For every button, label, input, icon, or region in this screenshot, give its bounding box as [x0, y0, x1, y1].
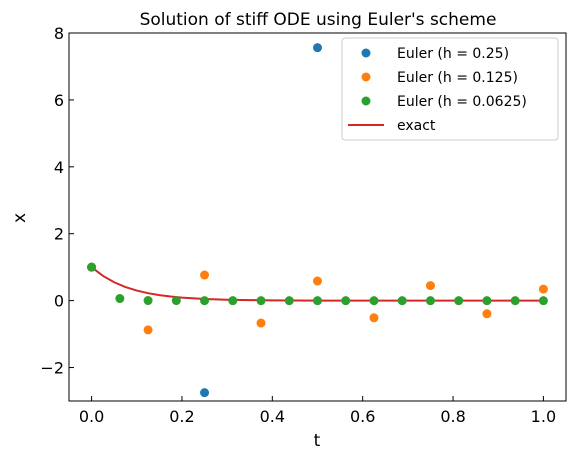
x-tick-label: 1.0	[531, 407, 556, 426]
data-point	[200, 388, 210, 398]
y-tick-label: 0	[54, 292, 64, 311]
data-point	[341, 296, 351, 306]
legend-label: Euler (h = 0.25)	[397, 46, 509, 62]
legend-marker	[361, 96, 371, 106]
data-point	[425, 281, 435, 291]
data-point	[256, 318, 266, 328]
y-axis-label: x	[10, 213, 30, 223]
legend-marker	[361, 48, 371, 58]
chart-title: Solution of stiff ODE using Euler's sche…	[140, 10, 497, 30]
x-tick-label: 0.0	[79, 407, 104, 426]
data-point	[397, 296, 407, 306]
legend-label: exact	[397, 118, 436, 134]
legend-box	[341, 37, 559, 141]
series-euler-h-0-0625	[87, 262, 548, 306]
x-tick-label: 0.8	[440, 407, 465, 426]
data-point	[143, 296, 153, 306]
data-point	[171, 296, 181, 306]
y-tick-label: 8	[54, 24, 64, 43]
data-point	[284, 296, 294, 306]
x-tick-label: 0.6	[350, 407, 375, 426]
x-tick-label: 0.4	[260, 407, 285, 426]
data-point	[200, 270, 210, 280]
data-point	[200, 296, 210, 306]
y-tick-label: 2	[54, 225, 64, 244]
data-point	[256, 296, 266, 306]
data-point	[369, 313, 379, 323]
x-tick-label: 0.2	[169, 407, 194, 426]
y-tick-label: 6	[54, 91, 64, 110]
data-point	[369, 296, 379, 306]
data-point	[510, 296, 520, 306]
data-point	[143, 325, 153, 335]
legend: Euler (h = 0.25) Euler (h = 0.125) Euler (…	[341, 37, 559, 141]
data-point	[313, 43, 322, 53]
y-tick-label: −2	[40, 359, 64, 378]
data-point	[482, 309, 492, 319]
data-point	[482, 296, 492, 306]
data-point	[228, 296, 238, 306]
legend-marker	[361, 72, 371, 82]
legend-label: Euler (h = 0.125)	[397, 70, 518, 86]
data-point	[538, 296, 548, 306]
data-point	[313, 296, 322, 306]
data-point	[87, 262, 97, 272]
series-euler-h-0-125	[87, 262, 548, 335]
x-axis-label: t	[314, 431, 321, 451]
series-layer	[87, 43, 548, 398]
data-point	[115, 294, 125, 304]
legend-label: Euler (h = 0.0625)	[397, 94, 527, 110]
data-point	[313, 276, 322, 286]
data-point	[538, 284, 548, 294]
data-point	[454, 296, 464, 306]
y-tick-label: 4	[54, 158, 64, 177]
axis-ticks: 0.0 0.2 0.4 0.6 0.8 1.0 −2 0 2 4 6 8	[40, 24, 556, 426]
data-point	[425, 296, 435, 306]
plot-frame	[68, 32, 567, 402]
